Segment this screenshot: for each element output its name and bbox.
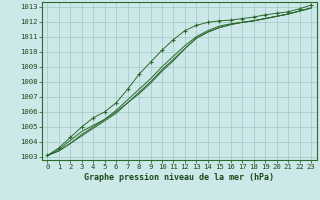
X-axis label: Graphe pression niveau de la mer (hPa): Graphe pression niveau de la mer (hPa) — [84, 173, 274, 182]
